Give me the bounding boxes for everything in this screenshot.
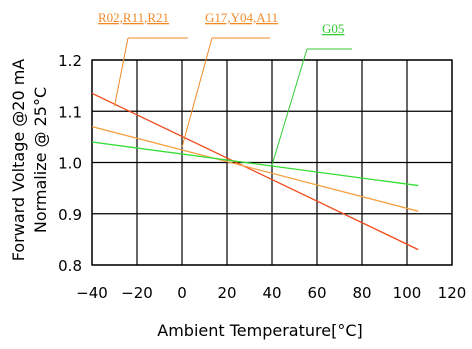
series-line: [91, 125, 419, 212]
grid: [91, 59, 453, 266]
series-line: [91, 92, 419, 251]
tick-labels: −40 −20 0 20 40 60 80 100 120 0.8 0.9 1.0 1.1 1.2: [58, 52, 466, 302]
annotation-leader: [271, 48, 308, 166]
x-tick-label: −20: [121, 284, 153, 302]
series-lines: [91, 92, 419, 251]
y-axis-title-line2: Normalize @ 25°C: [31, 87, 50, 233]
y-tick-label: 0.9: [58, 206, 82, 224]
series-line: [91, 141, 419, 187]
x-tick-label: 20: [217, 284, 236, 302]
plot-frame: [91, 59, 453, 266]
x-tick-label: 60: [307, 284, 326, 302]
annotation-leader: [181, 37, 213, 148]
annotation-label: G17,Y04,A11: [205, 10, 278, 25]
y-tick-label: 0.8: [58, 257, 82, 275]
x-axis-title: Ambient Temperature[°C]: [157, 321, 362, 340]
annotation-leader: [114, 37, 129, 107]
x-tick-label: 0: [177, 284, 187, 302]
x-tick-label: 40: [262, 284, 281, 302]
x-tick-label: 100: [393, 284, 422, 302]
x-tick-label: −40: [76, 284, 108, 302]
annotations: R02,R11,R21 G17,Y04,A11 G05: [98, 10, 352, 166]
y-axis-title-line1: Forward Voltage @20 mA: [9, 59, 28, 262]
annotation-label: R02,R11,R21: [98, 10, 169, 25]
y-tick-label: 1.1: [58, 103, 82, 121]
annotation-label: G05: [322, 21, 344, 36]
y-tick-label: 1.2: [58, 52, 82, 70]
x-tick-label: 120: [438, 284, 467, 302]
x-tick-label: 80: [352, 284, 371, 302]
y-tick-label: 1.0: [58, 155, 82, 173]
